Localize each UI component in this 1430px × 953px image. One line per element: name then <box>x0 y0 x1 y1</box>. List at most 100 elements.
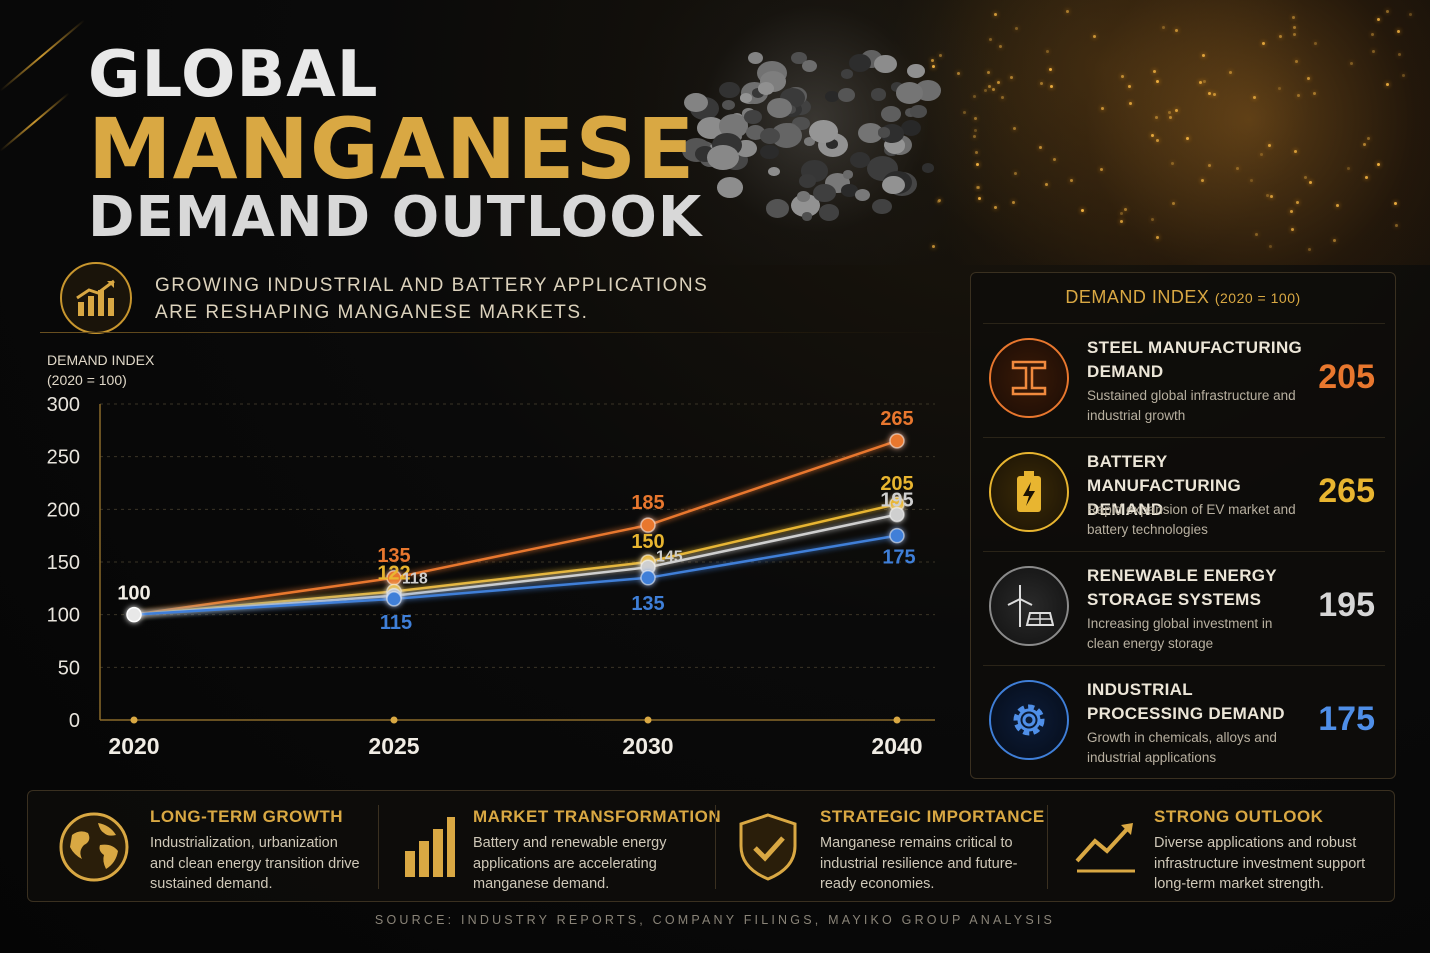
card-value: 205 <box>1318 358 1375 396</box>
ore-rock <box>801 212 812 221</box>
feature-title: LONG-TERM GROWTH <box>150 807 344 826</box>
card-value: 175 <box>1318 700 1375 738</box>
card-value: 265 <box>1318 472 1375 510</box>
city-light <box>1039 82 1043 86</box>
city-light <box>1120 219 1124 223</box>
city-light <box>1294 60 1298 64</box>
data-label: 115 <box>380 612 412 634</box>
city-light <box>1014 26 1018 30</box>
ore-rock <box>697 117 725 140</box>
panel-title-suffix: (2020 = 100) <box>1214 290 1301 306</box>
feature-desc: Industrialization, urbanization and clea… <box>150 835 360 892</box>
feature-divider <box>1047 805 1048 889</box>
city-light <box>1268 244 1272 248</box>
city-light <box>1153 70 1157 74</box>
city-light <box>999 45 1003 49</box>
city-light <box>1261 42 1265 46</box>
ore-rock <box>790 51 807 65</box>
city-light <box>1308 181 1312 185</box>
data-point <box>889 506 905 523</box>
city-light <box>975 151 979 155</box>
city-light <box>1001 96 1005 100</box>
city-light <box>977 185 981 189</box>
title-line-3: DEMAND OUTLOOK <box>88 185 703 250</box>
city-light <box>975 185 979 189</box>
city-light <box>1259 152 1263 156</box>
city-light <box>1070 179 1074 183</box>
ore-rock <box>881 105 901 122</box>
city-light <box>1290 210 1294 214</box>
ore-rock <box>818 204 839 221</box>
city-light <box>1394 224 1398 228</box>
card-name: BATTERY MANUFACTURING DEMAND <box>1087 452 1242 519</box>
city-light <box>1123 207 1127 211</box>
city-light <box>1213 92 1217 96</box>
ore-rock <box>768 166 780 177</box>
start-point <box>126 606 142 623</box>
ore-rock <box>870 88 886 101</box>
decor-line <box>0 92 70 152</box>
city-light <box>1349 62 1353 66</box>
series-line <box>133 439 898 616</box>
data-label: 145 <box>656 548 683 565</box>
feature-title: MARKET TRANSFORMATION <box>473 807 722 826</box>
city-light <box>1200 179 1204 183</box>
city-light <box>1292 15 1296 19</box>
city-light <box>1393 201 1397 205</box>
wind-solar-icon <box>989 566 1069 646</box>
city-light <box>972 94 976 98</box>
panel-title-text: DEMAND INDEX <box>1065 287 1210 307</box>
city-light <box>974 128 978 132</box>
city-light <box>987 70 991 74</box>
card-desc: Increasing global investment in clean en… <box>1087 616 1273 651</box>
ore-rock <box>809 119 838 143</box>
ore-rock <box>739 93 752 103</box>
city-light <box>1267 144 1271 148</box>
feature-divider <box>378 805 379 889</box>
ore-rock <box>857 122 884 144</box>
card-name: INDUSTRIAL PROCESSING DEMAND <box>1087 680 1285 723</box>
data-point <box>889 433 905 449</box>
x-tick-mark <box>893 716 901 724</box>
trend-up-icon <box>1068 809 1144 885</box>
series-line <box>133 534 898 616</box>
y-tick-label: 300 <box>47 394 80 416</box>
city-light <box>1402 73 1406 77</box>
city-light <box>1185 136 1189 140</box>
city-light <box>1371 33 1375 37</box>
card-desc: Rapid expansion of EV market and battery… <box>1087 502 1296 537</box>
ore-rock <box>826 139 839 149</box>
ore-rock <box>802 59 818 72</box>
ore-rock <box>909 104 928 119</box>
city-light <box>997 81 1001 85</box>
city-light <box>1155 80 1159 84</box>
city-light <box>938 53 942 57</box>
x-tick-mark <box>644 716 652 724</box>
city-light <box>977 196 981 200</box>
subheading-divider <box>40 332 950 333</box>
x-tick-label: 2020 <box>108 733 159 759</box>
ore-rock <box>841 69 854 79</box>
city-light <box>1376 162 1380 166</box>
city-light <box>1279 34 1283 38</box>
ore-rock <box>877 127 891 138</box>
city-light <box>1151 217 1155 221</box>
features-bar: LONG-TERM GROWTH Industrialization, urba… <box>27 790 1395 902</box>
city-light <box>984 88 988 92</box>
hero-banner: GLOBAL MANGANESE DEMAND OUTLOOK <box>0 0 1430 265</box>
city-light <box>1128 102 1132 106</box>
city-light <box>1333 238 1337 242</box>
city-light <box>1207 164 1211 168</box>
panel-title: DEMAND INDEX (2020 = 100) <box>971 287 1395 308</box>
y-tick-label: 150 <box>47 552 80 574</box>
feature-desc: Battery and renewable energy application… <box>473 835 667 892</box>
feature-long-term-growth: LONG-TERM GROWTH Industrialization, urba… <box>28 791 378 903</box>
bar-chart-icon <box>391 809 467 885</box>
ore-rock <box>721 100 735 111</box>
ore-rock <box>803 137 816 147</box>
data-label: 195 <box>880 490 913 512</box>
card-desc: Sustained global infrastructure and indu… <box>1087 388 1296 423</box>
y-axis-title-line-2: (2020 = 100) <box>47 372 127 388</box>
city-light <box>1161 25 1165 29</box>
ore-rock <box>716 176 744 199</box>
